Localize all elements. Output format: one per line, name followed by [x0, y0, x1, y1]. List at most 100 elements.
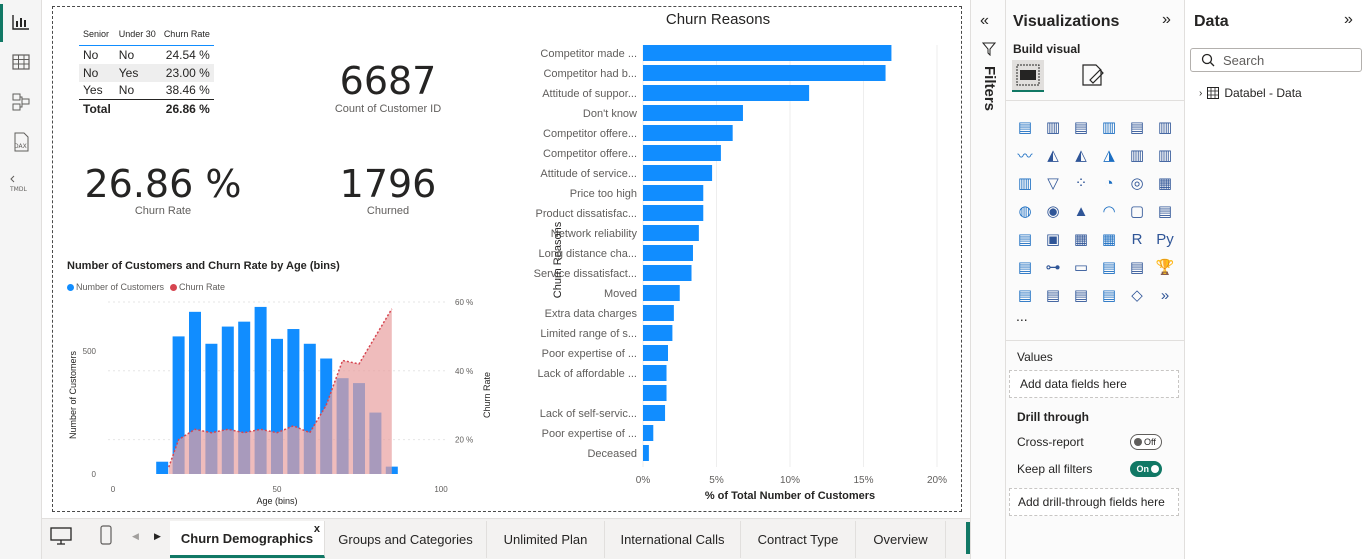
scatter-visual-icon[interactable]: ⁘: [1074, 175, 1088, 192]
y-tick-label: 0: [92, 470, 97, 479]
column-header-churn-rate[interactable]: Churn Rate: [163, 29, 210, 39]
card-visual-icon[interactable]: ▢: [1129, 203, 1145, 220]
scroll-tabs-right-icon[interactable]: ▶: [154, 531, 161, 541]
tmdl-view-icon[interactable]: TMDL: [8, 171, 34, 197]
chevron-visual-icon[interactable]: »: [1160, 286, 1170, 304]
desktop-layout-icon[interactable]: [50, 527, 72, 550]
table-row: No Yes 23.00 %: [79, 63, 214, 82]
expand-filters-icon[interactable]: «: [980, 12, 989, 29]
y-tick-label: 500: [83, 347, 97, 356]
toggle-knob: [1134, 438, 1142, 446]
collapse-data-icon[interactable]: »: [1344, 11, 1353, 28]
mobile-layout-icon[interactable]: [100, 525, 112, 550]
100-column-visual-icon[interactable]: ▥: [1157, 119, 1173, 136]
power-apps-visual-icon[interactable]: ▤: [1017, 287, 1033, 304]
stacked-bar-visual-icon[interactable]: ▤: [1017, 119, 1033, 136]
close-tab-icon[interactable]: x: [313, 523, 320, 535]
tab-groups-and-categories[interactable]: Groups and Categories: [325, 521, 487, 558]
arrow-visual-icon[interactable]: ◇: [1131, 287, 1143, 304]
senior-churn-table[interactable]: Senior Under 30 Churn Rate No No 24.54 %…: [79, 29, 214, 118]
decomp-tree-visual-icon[interactable]: ⊶: [1045, 259, 1061, 276]
values-drop-well[interactable]: Add data fields here: [1009, 370, 1179, 398]
tab-international-calls[interactable]: International Calls: [605, 521, 741, 558]
count-customers-kpi-value[interactable]: 6687: [339, 59, 437, 103]
clustered-bar-visual-icon[interactable]: ▤: [1073, 119, 1089, 136]
reason-label: Limited range of s...: [540, 328, 637, 340]
waterfall-visual-icon[interactable]: ▥: [1017, 175, 1033, 192]
reason-bar: [643, 345, 668, 361]
paginated-visual-icon[interactable]: ▤: [1129, 259, 1145, 276]
azure-map-visual-icon[interactable]: ▲: [1073, 202, 1089, 220]
goals-visual-icon[interactable]: 🏆: [1155, 259, 1175, 276]
donut-visual-icon[interactable]: ◎: [1130, 175, 1144, 192]
total-label: Total: [79, 99, 115, 118]
age-combo-chart[interactable]: 20 % 40 % 60 % 0 500 0 50 100 Age (bins) Number o…: [53, 287, 503, 509]
dax-query-icon[interactable]: DAX: [8, 129, 34, 155]
filled-map-visual-icon[interactable]: ◉: [1046, 203, 1060, 220]
y2-tick-label: 40 %: [455, 367, 473, 376]
churn-reasons-bar-chart[interactable]: 0% 5% 10% 15% 20% Competitor made ... Competit…: [483, 35, 953, 505]
legend-marker-churn-rate: [170, 283, 178, 291]
collapse-visualizations-icon[interactable]: »: [1162, 11, 1171, 28]
100-bar-visual-icon[interactable]: ▤: [1129, 119, 1145, 136]
model-view-icon[interactable]: [8, 89, 34, 115]
keep-filters-toggle[interactable]: On: [1130, 461, 1162, 477]
multi-row-card-visual-icon[interactable]: ▤: [1157, 203, 1173, 220]
clustered-column-visual-icon[interactable]: ▥: [1101, 119, 1117, 136]
column-header-under30[interactable]: Under 30: [118, 29, 156, 39]
data-search-input[interactable]: Search: [1190, 48, 1362, 72]
pie-visual-icon[interactable]: ◔: [1104, 174, 1114, 192]
tab-overview[interactable]: Overview: [856, 521, 946, 558]
cell-senior: No: [79, 63, 115, 82]
reason-bar: [643, 85, 810, 101]
churned-kpi-value[interactable]: 1796: [339, 162, 437, 206]
gauge-visual-icon[interactable]: ◠: [1102, 203, 1116, 220]
metrics-visual-icon[interactable]: ▤: [1073, 287, 1089, 304]
stacked-column-visual-icon[interactable]: ▥: [1045, 119, 1061, 136]
python-visual-icon[interactable]: Py: [1156, 230, 1174, 248]
build-visual-tab[interactable]: [1012, 60, 1044, 92]
tab-contract-type[interactable]: Contract Type: [741, 521, 856, 558]
drill-through-drop-well[interactable]: Add drill-through fields here: [1009, 488, 1179, 516]
reason-label: Poor expertise of ...: [542, 428, 637, 440]
filters-label[interactable]: Filters: [981, 66, 998, 112]
ribbon-visual-icon[interactable]: ◮: [1103, 147, 1115, 164]
stacked-area-visual-icon[interactable]: ◭: [1075, 147, 1087, 164]
shape-visual-icon[interactable]: ▤: [1101, 287, 1117, 304]
funnel-visual-icon[interactable]: ▽: [1047, 175, 1059, 192]
filters-pane-collapsed[interactable]: « Filters: [970, 0, 1006, 559]
treemap-visual-icon[interactable]: ▦: [1157, 175, 1173, 192]
area-visual-icon[interactable]: ◭: [1047, 147, 1059, 164]
tab-unlimited-plan[interactable]: Unlimited Plan: [487, 521, 605, 558]
slicer-visual-icon[interactable]: ▣: [1045, 231, 1061, 248]
reason-bar: [643, 65, 886, 81]
report-view-icon[interactable]: [8, 9, 34, 35]
age-chart-legend[interactable]: Number of Customers Churn Rate: [67, 282, 225, 292]
r-visual-visual-icon[interactable]: R: [1131, 230, 1143, 248]
more-visuals-icon[interactable]: ...: [1016, 308, 1028, 324]
scroll-tabs-left-icon[interactable]: ◀: [132, 531, 139, 541]
chevron-right-icon[interactable]: ›: [1199, 87, 1203, 99]
format-visual-icon[interactable]: [1080, 62, 1106, 93]
x-tick-label: 15%: [853, 475, 873, 486]
line-clustered-visual-icon[interactable]: ▥: [1157, 147, 1173, 164]
cross-report-toggle[interactable]: Off: [1130, 434, 1162, 450]
table-visual-icon[interactable]: ▦: [1073, 231, 1089, 248]
table-view-icon[interactable]: [8, 49, 34, 75]
visualizations-title: Visualizations: [1013, 13, 1120, 30]
reason-bar: [643, 205, 704, 221]
tab-churn-demographics[interactable]: Churn Demographics x: [170, 521, 325, 558]
data-table-item[interactable]: › Databel - Data: [1199, 86, 1302, 100]
power-automate-visual-icon[interactable]: ▤: [1045, 287, 1061, 304]
divider: [1006, 100, 1185, 101]
key-influencers-visual-icon[interactable]: ▤: [1017, 259, 1033, 276]
line-column-visual-icon[interactable]: ▥: [1129, 147, 1145, 164]
line-visual-icon[interactable]: 〰: [1017, 147, 1033, 165]
narrative-visual-icon[interactable]: ▤: [1101, 259, 1117, 276]
column-header-senior[interactable]: Senior: [83, 29, 110, 39]
matrix-visual-icon[interactable]: ▦: [1101, 231, 1117, 248]
map-visual-icon[interactable]: ◍: [1018, 203, 1032, 220]
churn-rate-kpi-value[interactable]: 26.86 %: [84, 162, 242, 206]
kpi-visual-icon[interactable]: ▤: [1017, 231, 1033, 248]
qna-visual-icon[interactable]: ▭: [1073, 259, 1089, 276]
